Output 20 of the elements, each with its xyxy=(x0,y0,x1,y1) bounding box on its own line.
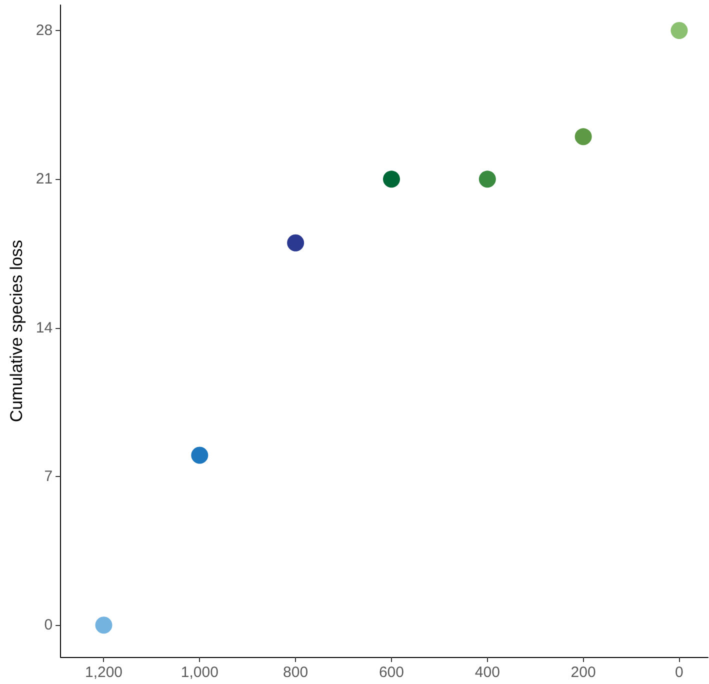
y-tick-label: 21 xyxy=(36,170,53,188)
y-tick-label: 7 xyxy=(44,468,53,485)
y-axis-title: Cumulative species loss xyxy=(7,240,26,422)
point xyxy=(95,616,112,634)
point xyxy=(383,170,400,188)
y-tick-label: 28 xyxy=(36,22,53,39)
y-tick-label: 14 xyxy=(36,319,53,336)
point xyxy=(287,234,304,252)
x-tick-label: 200 xyxy=(570,664,596,681)
x-tick-label: 400 xyxy=(474,664,500,681)
x-tick-label: 600 xyxy=(378,664,404,681)
x-tick-label: 1,200 xyxy=(84,664,123,681)
point xyxy=(191,446,208,464)
x-tick-label: 0 xyxy=(675,664,684,681)
y-tick-label: 0 xyxy=(44,616,53,634)
point xyxy=(670,22,688,39)
x-tick-label: 1,000 xyxy=(180,664,218,681)
point xyxy=(478,170,496,188)
point xyxy=(574,128,592,146)
x-tick-label: 800 xyxy=(283,664,308,681)
